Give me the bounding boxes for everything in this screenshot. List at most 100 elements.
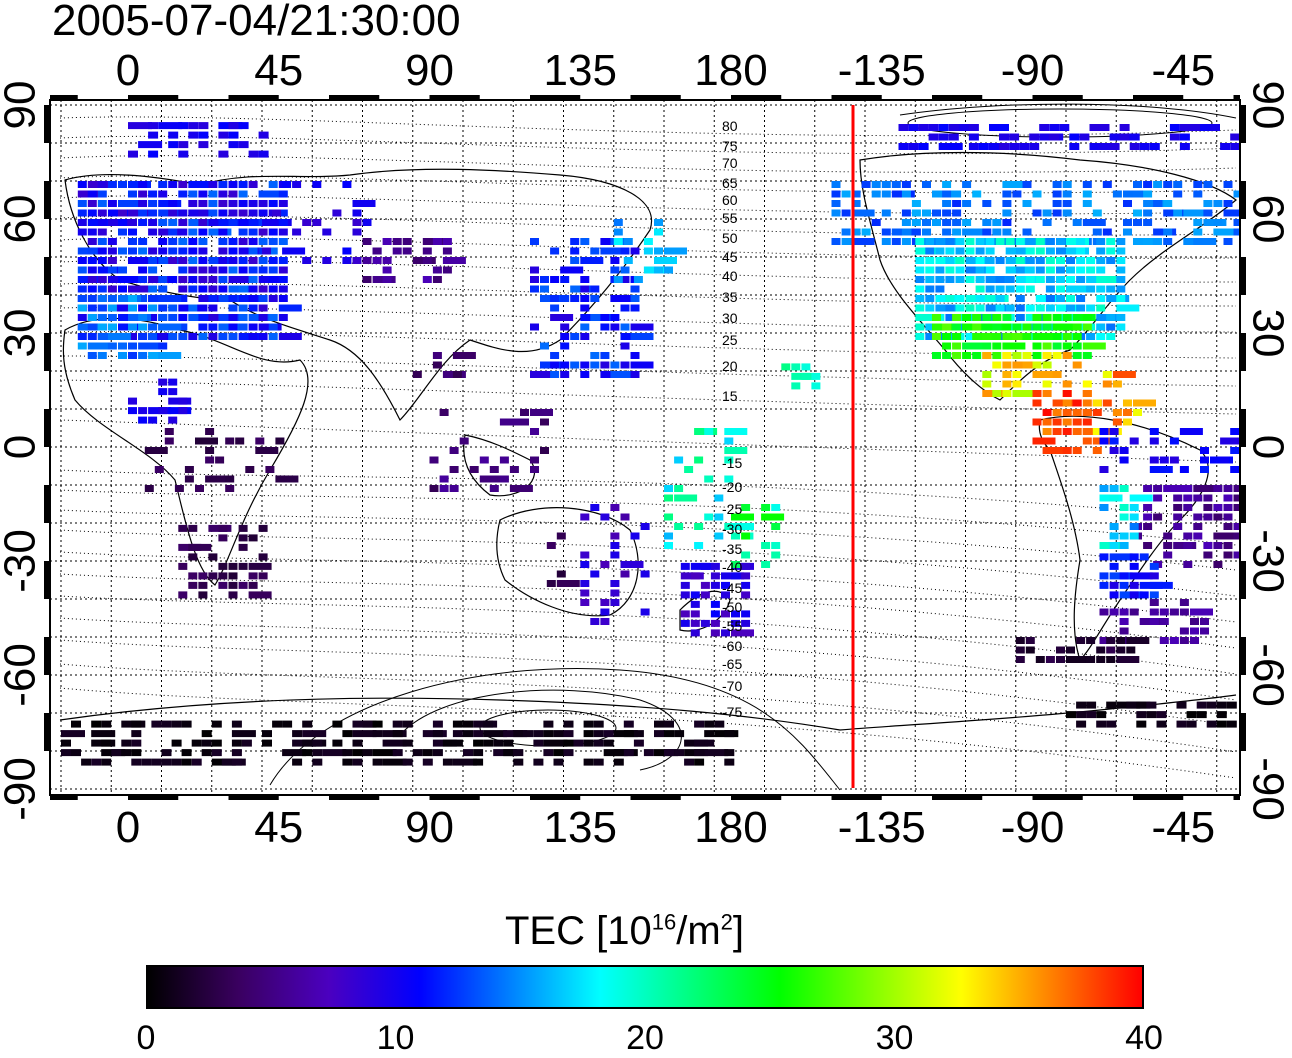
tec-cell: [1110, 533, 1119, 540]
tec-cell: [178, 563, 187, 570]
tec-cell: [1160, 609, 1169, 616]
tec-cell: [570, 257, 579, 264]
tec-cell: [1043, 447, 1066, 454]
tec-cell: [1190, 609, 1213, 616]
tec-cell: [1036, 257, 1045, 264]
tec-cell: [232, 759, 242, 766]
tec-cell: [952, 191, 961, 198]
tec-cell: [1203, 495, 1212, 502]
tec-cell: [1033, 362, 1042, 369]
tec-cell: [272, 721, 282, 728]
tec-cell: [373, 759, 383, 766]
tec-cell: [547, 542, 556, 549]
tec-cell: [168, 210, 177, 217]
tec-cell: [198, 572, 207, 579]
tec-cell: [986, 286, 995, 293]
tec-cell: [664, 514, 673, 521]
tec-cell: [353, 219, 362, 226]
tec-cell: [1234, 523, 1243, 530]
tec-cell: [1016, 314, 1025, 321]
tec-cell: [634, 740, 644, 747]
contour-label: -70: [722, 678, 742, 694]
tec-cell: [1123, 229, 1132, 236]
tec-cell: [580, 295, 589, 302]
tec-cell: [1046, 276, 1055, 283]
tec-cell: [1100, 485, 1109, 492]
tec-cell: [1002, 324, 1011, 331]
tec-cell: [1116, 238, 1125, 245]
tec-cell: [118, 343, 127, 350]
tec-cell: [279, 276, 288, 283]
tec-cell: [1063, 314, 1072, 321]
tec-cell: [423, 749, 433, 756]
tec-cell: [131, 740, 141, 747]
tec-cell: [1002, 352, 1011, 359]
tec-cell: [1224, 495, 1233, 502]
tec-cell: [862, 229, 871, 236]
tec-cell: [1170, 124, 1180, 131]
tec-cell: [1200, 124, 1210, 131]
tec-cell: [681, 582, 690, 589]
tec-cell: [78, 295, 87, 302]
tec-cell: [1076, 702, 1086, 709]
tec-cell: [915, 267, 924, 274]
tec-cell: [530, 457, 539, 464]
tec-cell: [332, 721, 342, 728]
tec-cell: [1183, 495, 1192, 502]
tec-cell: [249, 305, 258, 312]
contour-label: -60: [722, 638, 742, 654]
tec-cell: [1096, 711, 1106, 718]
longitude-tick-label: 45: [254, 46, 303, 95]
tec-cell: [1133, 409, 1142, 416]
tec-cell: [98, 314, 107, 321]
tec-cell: [694, 759, 704, 766]
tec-cell: [168, 141, 178, 148]
contour-label: 55: [722, 210, 738, 226]
tec-cell: [363, 257, 372, 264]
tec-cell: [168, 181, 177, 188]
tec-cell: [801, 373, 810, 380]
tec-cell: [925, 276, 934, 283]
tec-cell: [118, 181, 127, 188]
tec-cell: [433, 267, 442, 274]
tec-cell: [433, 276, 442, 283]
tec-cell: [141, 759, 151, 766]
tec-cell: [724, 730, 734, 737]
tec-cell: [992, 343, 1001, 350]
tec-cell: [1193, 229, 1202, 236]
tec-cell: [982, 229, 991, 236]
tec-cell: [1043, 314, 1052, 321]
tec-cell: [899, 124, 909, 131]
tec-cell: [131, 721, 141, 728]
tec-cell: [158, 219, 167, 226]
tec-cell: [942, 229, 951, 236]
tec-cell: [530, 409, 553, 416]
tec-cell: [108, 248, 117, 255]
tec-cell: [691, 591, 700, 598]
tec-cell: [158, 407, 167, 414]
tec-cell: [208, 286, 217, 293]
tec-cell: [610, 533, 619, 540]
tec-cell: [600, 314, 609, 321]
tec-cell: [443, 759, 453, 766]
tec-cell: [158, 181, 167, 188]
tec-cell: [198, 267, 207, 274]
tec-cell: [101, 759, 111, 766]
tec-cell: [353, 200, 376, 207]
tec-cell: [540, 276, 549, 283]
tec-cell: [972, 352, 981, 359]
tec-cell: [242, 740, 252, 747]
tec-cell: [1227, 721, 1237, 728]
tec-cell: [1130, 495, 1153, 502]
tec-cell: [741, 533, 750, 540]
tec-cell: [724, 428, 747, 435]
tec-cell: [423, 276, 432, 283]
tec-cell: [1106, 286, 1115, 293]
tec-cell: [249, 534, 258, 541]
tec-cell: [832, 181, 841, 188]
tec-cell: [158, 305, 167, 312]
tec-cell: [131, 730, 141, 737]
tec-cell: [1049, 134, 1059, 141]
tec-cell: [218, 534, 227, 541]
tec-cell: [269, 181, 278, 188]
